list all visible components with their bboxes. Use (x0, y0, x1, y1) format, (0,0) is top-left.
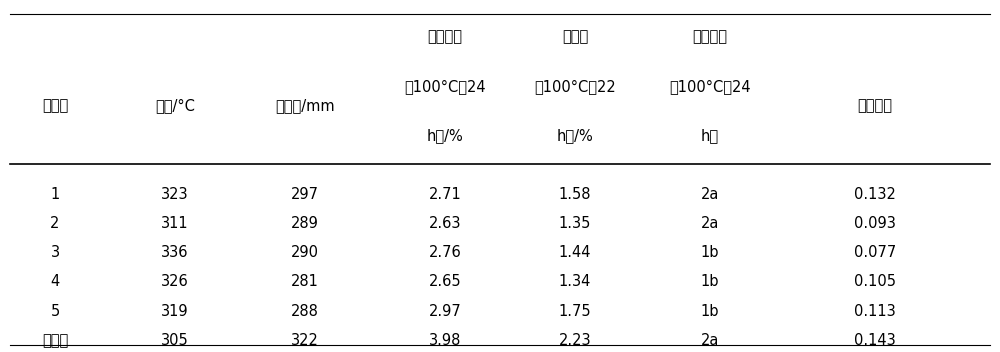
Text: 滑点/°C: 滑点/°C (155, 98, 195, 113)
Text: 336: 336 (161, 245, 189, 260)
Text: （100°C，24: （100°C，24 (404, 79, 486, 94)
Text: 1.34: 1.34 (559, 275, 591, 289)
Text: 0.143: 0.143 (854, 333, 896, 348)
Text: 1: 1 (50, 187, 60, 202)
Text: 311: 311 (161, 216, 189, 231)
Text: 2.65: 2.65 (429, 275, 461, 289)
Text: （100°C，24: （100°C，24 (669, 79, 751, 94)
Text: 锂网分油: 锂网分油 (428, 30, 462, 44)
Text: 1b: 1b (701, 245, 719, 260)
Text: 实施例: 实施例 (42, 98, 68, 113)
Text: 2.23: 2.23 (559, 333, 591, 348)
Text: 290: 290 (291, 245, 319, 260)
Text: 0.113: 0.113 (854, 304, 896, 319)
Text: 1b: 1b (701, 304, 719, 319)
Text: 281: 281 (291, 275, 319, 289)
Text: 铜片腑蚀: 铜片腑蚀 (692, 30, 728, 44)
Text: 0.093: 0.093 (854, 216, 896, 231)
Text: 1.44: 1.44 (559, 245, 591, 260)
Text: 319: 319 (161, 304, 189, 319)
Text: 2a: 2a (701, 333, 719, 348)
Text: 0.105: 0.105 (854, 275, 896, 289)
Text: h）: h） (701, 128, 719, 143)
Text: 305: 305 (161, 333, 189, 348)
Text: （100°C，22: （100°C，22 (534, 79, 616, 94)
Text: 2a: 2a (701, 187, 719, 202)
Text: 0.077: 0.077 (854, 245, 896, 260)
Text: 3.98: 3.98 (429, 333, 461, 348)
Text: 2: 2 (50, 216, 60, 231)
Text: h）/%: h）/% (427, 128, 463, 143)
Text: 摩擦系数: 摩擦系数 (858, 98, 893, 113)
Text: 288: 288 (291, 304, 319, 319)
Text: 4: 4 (50, 275, 60, 289)
Text: 锥入度/mm: 锥入度/mm (275, 98, 335, 113)
Text: 322: 322 (291, 333, 319, 348)
Text: 2.63: 2.63 (429, 216, 461, 231)
Text: 2.71: 2.71 (429, 187, 461, 202)
Text: 1.58: 1.58 (559, 187, 591, 202)
Text: 2.97: 2.97 (429, 304, 461, 319)
Text: 1.35: 1.35 (559, 216, 591, 231)
Text: 1b: 1b (701, 275, 719, 289)
Text: 326: 326 (161, 275, 189, 289)
Text: 0.132: 0.132 (854, 187, 896, 202)
Text: 2.76: 2.76 (429, 245, 461, 260)
Text: 323: 323 (161, 187, 189, 202)
Text: 2a: 2a (701, 216, 719, 231)
Text: 1.75: 1.75 (559, 304, 591, 319)
Text: 297: 297 (291, 187, 319, 202)
Text: 蚌发度: 蚌发度 (562, 30, 588, 44)
Text: 289: 289 (291, 216, 319, 231)
Text: 3: 3 (50, 245, 60, 260)
Text: 5: 5 (50, 304, 60, 319)
Text: 对比例: 对比例 (42, 333, 68, 348)
Text: h）/%: h）/% (557, 128, 593, 143)
